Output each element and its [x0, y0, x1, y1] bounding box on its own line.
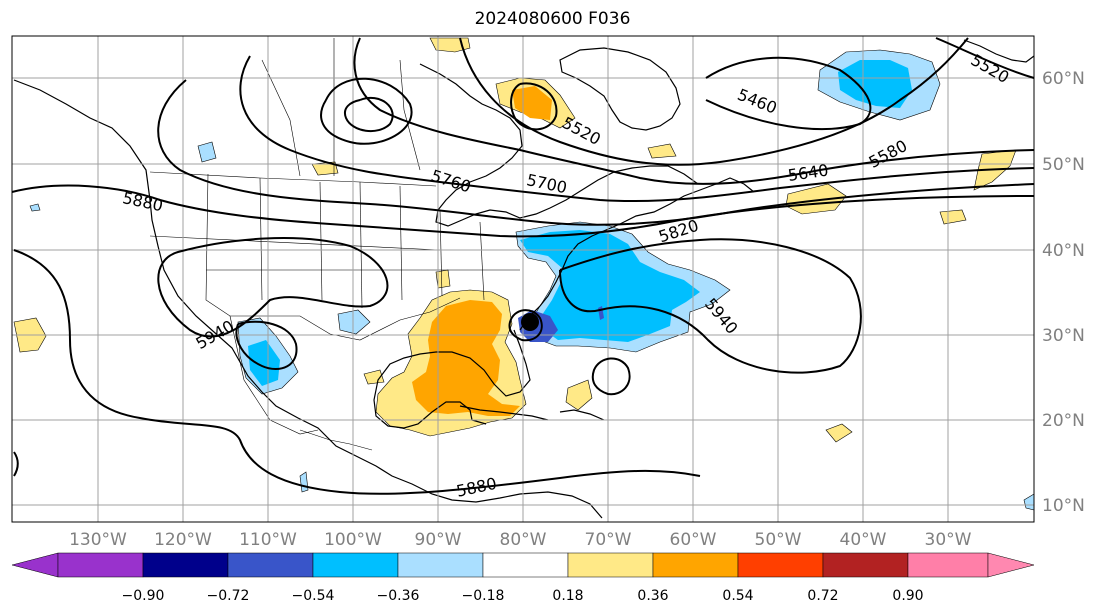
colorbar-bin-8	[652, 552, 739, 578]
colorbar-bin-5	[397, 552, 484, 578]
lat-label-20n: 20°N	[1042, 411, 1085, 431]
colorbar-tick: −0.54	[292, 588, 335, 604]
storm-center-marker	[521, 313, 539, 331]
colorbar-bin-4	[312, 552, 399, 578]
colorbar-tick: −0.72	[207, 588, 250, 604]
colorbar	[11, 552, 1035, 578]
colorbar-bin-3	[227, 552, 314, 578]
latitude-labels: 60°N 50°N 40°N 30°N 20°N 10°N	[1042, 69, 1085, 516]
colorbar-tick: 0.54	[722, 588, 753, 604]
lon-label-130w: 130°W	[69, 530, 127, 550]
lon-label-120w: 120°W	[154, 530, 212, 550]
map-frame	[11, 35, 1035, 523]
colorbar-bin-9	[737, 552, 824, 578]
colorbar-tick: −0.36	[377, 588, 420, 604]
colorbar-tick: 0.72	[807, 588, 838, 604]
shading-orange	[412, 86, 552, 416]
colorbar-bin-7	[567, 552, 654, 578]
colorbar-tick-labels: −0.90 −0.72 −0.54 −0.36 −0.18 0.18 0.36 …	[122, 588, 924, 604]
colorbar-tick: 0.36	[637, 588, 668, 604]
lon-label-100w: 100°W	[324, 530, 382, 550]
lon-label-110w: 110°W	[239, 530, 297, 550]
colorbar-extend-high	[987, 552, 1035, 578]
colorbar-bin-6	[482, 552, 569, 578]
lon-label-60w: 60°W	[670, 530, 717, 550]
lon-label-80w: 80°W	[500, 530, 547, 550]
lat-label-10n: 10°N	[1042, 496, 1085, 516]
colorbar-extend-low	[11, 552, 59, 578]
lat-label-50n: 50°N	[1042, 155, 1085, 175]
lon-label-50w: 50°W	[755, 530, 802, 550]
colorbar-tick: 0.90	[892, 588, 923, 604]
colorbar-bin-1	[57, 552, 144, 578]
lat-label-30n: 30°N	[1042, 326, 1085, 346]
colorbar-tick: −0.90	[122, 588, 165, 604]
lat-label-60n: 60°N	[1042, 69, 1085, 89]
colorbar-bin-11	[907, 552, 989, 578]
lon-label-70w: 70°W	[585, 530, 632, 550]
grid-lines	[12, 36, 1034, 522]
lon-label-30w: 30°W	[925, 530, 972, 550]
shading-blue	[248, 60, 912, 386]
map-title: 2024080600 F036	[474, 9, 631, 29]
lon-label-40w: 40°W	[840, 530, 887, 550]
colorbar-bin-10	[822, 552, 909, 578]
colorbar-tick: −0.18	[462, 588, 505, 604]
height-contours	[11, 37, 1035, 495]
colorbar-bin-2	[142, 552, 229, 578]
lat-label-40n: 40°N	[1042, 241, 1085, 261]
colorbar-tick: 0.18	[552, 588, 583, 604]
longitude-labels: 130°W 120°W 110°W 100°W 90°W 80°W 70°W 6…	[69, 530, 972, 550]
lon-label-90w: 90°W	[415, 530, 462, 550]
coastlines	[13, 39, 1035, 519]
